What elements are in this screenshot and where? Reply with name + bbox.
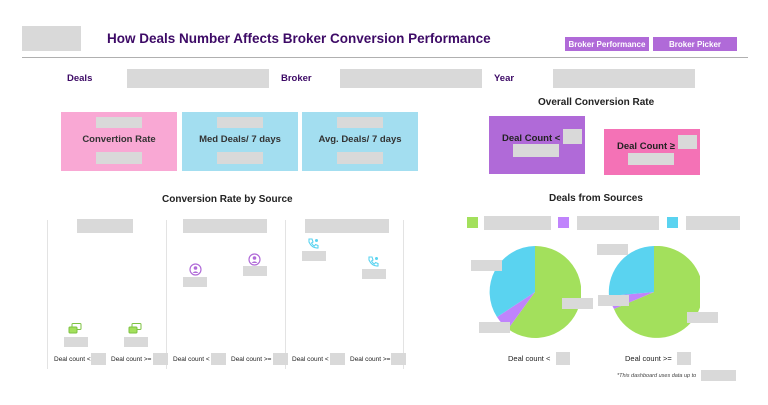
- deal-count-high-label: Deal count >=: [111, 356, 152, 363]
- footnote-date-placeholder: [701, 370, 736, 381]
- source-2-low-value-placeholder: [183, 277, 207, 287]
- panel-divider: [166, 220, 167, 369]
- deal-count-low-label: Deal count <: [292, 356, 329, 363]
- pie-slice-purple: [497, 292, 535, 329]
- kpi-value-placeholder: [337, 117, 383, 128]
- kpi-value-placeholder: [96, 152, 142, 164]
- legend-label-placeholder: [577, 216, 659, 230]
- pie-label-placeholder: [471, 260, 502, 271]
- source-3-high-value-placeholder: [362, 269, 386, 279]
- phone-icon: [308, 238, 319, 249]
- kpi-avg-deals-card: Avg. Deals/ 7 days: [302, 112, 418, 171]
- person-circle-icon: [189, 263, 202, 276]
- year-filter-label: Year: [494, 73, 515, 84]
- deal-count-low-label: Deal count <: [54, 356, 91, 363]
- overall-high-threshold-placeholder: [678, 135, 697, 149]
- source-1-label-placeholder: [77, 219, 133, 233]
- pie-label-placeholder: [687, 312, 718, 323]
- chat-bubble-icon: [128, 323, 142, 334]
- source-2-high-value-placeholder: [243, 266, 267, 276]
- deals-filter-dropdown[interactable]: [127, 69, 269, 88]
- overall-high-card: Deal Count ≥: [604, 129, 700, 175]
- source-2-label-placeholder: [183, 219, 267, 233]
- kpi-value-placeholder: [217, 117, 263, 128]
- threshold-placeholder: [211, 353, 226, 365]
- legend-swatch-purple: [558, 217, 569, 228]
- panel-divider: [403, 220, 404, 369]
- pie-slice-cyan: [608, 246, 654, 296]
- source-3-low-value-placeholder: [302, 251, 326, 261]
- nav-broker-performance-button[interactable]: Broker Performance: [565, 37, 649, 51]
- threshold-placeholder: [273, 353, 288, 365]
- threshold-placeholder: [91, 353, 106, 365]
- chat-bubble-icon: [68, 323, 82, 334]
- person-circle-icon: [248, 253, 261, 266]
- panel-divider: [285, 220, 286, 369]
- source-1-high-value-placeholder: [124, 337, 148, 347]
- conv-by-source-title: Conversion Rate by Source: [162, 194, 293, 205]
- kpi-conversion-rate-card: Convertion Rate: [61, 112, 177, 171]
- logo-placeholder: [22, 26, 81, 51]
- threshold-placeholder: [153, 353, 168, 365]
- kpi-med-deals-label: Med Deals/ 7 days: [199, 134, 281, 145]
- deal-count-high-label: Deal count >=: [231, 356, 272, 363]
- pie-high-label: Deal count >=: [625, 354, 672, 363]
- deal-count-high-label: Deal count >=: [350, 356, 391, 363]
- kpi-conversion-rate-label: Convertion Rate: [82, 134, 156, 145]
- threshold-placeholder: [391, 353, 406, 365]
- kpi-avg-deals-label: Avg. Deals/ 7 days: [318, 134, 402, 145]
- legend-label-placeholder: [686, 216, 740, 230]
- overall-low-threshold-placeholder: [563, 129, 582, 144]
- phone-icon: [368, 256, 379, 267]
- source-1-low-value-placeholder: [64, 337, 88, 347]
- source-3-label-placeholder: [305, 219, 389, 233]
- threshold-placeholder: [556, 352, 570, 365]
- threshold-placeholder: [677, 352, 691, 365]
- pie-label-placeholder: [479, 322, 510, 333]
- overall-high-value-placeholder: [628, 153, 674, 165]
- footnote: *This dashboard uses data up to: [617, 373, 697, 379]
- pie-chart-high: [608, 246, 700, 338]
- deals-from-sources-title: Deals from Sources: [549, 193, 643, 204]
- legend-swatch-cyan: [667, 217, 678, 228]
- deal-count-low-label: Deal count <: [173, 356, 210, 363]
- overall-low-card: Deal Count <: [489, 116, 585, 174]
- kpi-value-placeholder: [337, 152, 383, 164]
- pie-label-placeholder: [562, 298, 593, 309]
- overall-high-label: Deal Count ≥: [617, 141, 675, 152]
- kpi-value-placeholder: [96, 117, 142, 128]
- year-filter-dropdown[interactable]: [553, 69, 695, 88]
- page-title: How Deals Number Affects Broker Conversi…: [107, 31, 491, 46]
- legend-swatch-green: [467, 217, 478, 228]
- header-divider: [22, 57, 748, 58]
- pie-label-placeholder: [598, 295, 629, 306]
- kpi-value-placeholder: [217, 152, 263, 164]
- nav-broker-picker-button[interactable]: Broker Picker: [653, 37, 737, 51]
- broker-filter-dropdown[interactable]: [340, 69, 482, 88]
- threshold-placeholder: [330, 353, 345, 365]
- pie-label-placeholder: [597, 244, 628, 255]
- panel-divider: [47, 220, 48, 369]
- broker-filter-label: Broker: [281, 73, 312, 84]
- pie-slice-green: [614, 246, 700, 338]
- overall-conversion-title: Overall Conversion Rate: [538, 97, 655, 108]
- kpi-med-deals-card: Med Deals/ 7 days: [182, 112, 298, 171]
- overall-low-value-placeholder: [513, 144, 559, 157]
- deals-filter-label: Deals: [67, 73, 93, 84]
- legend-label-placeholder: [484, 216, 551, 230]
- overall-low-label: Deal Count <: [502, 133, 561, 144]
- pie-low-label: Deal count <: [508, 354, 551, 363]
- pie-slice-green: [508, 246, 581, 338]
